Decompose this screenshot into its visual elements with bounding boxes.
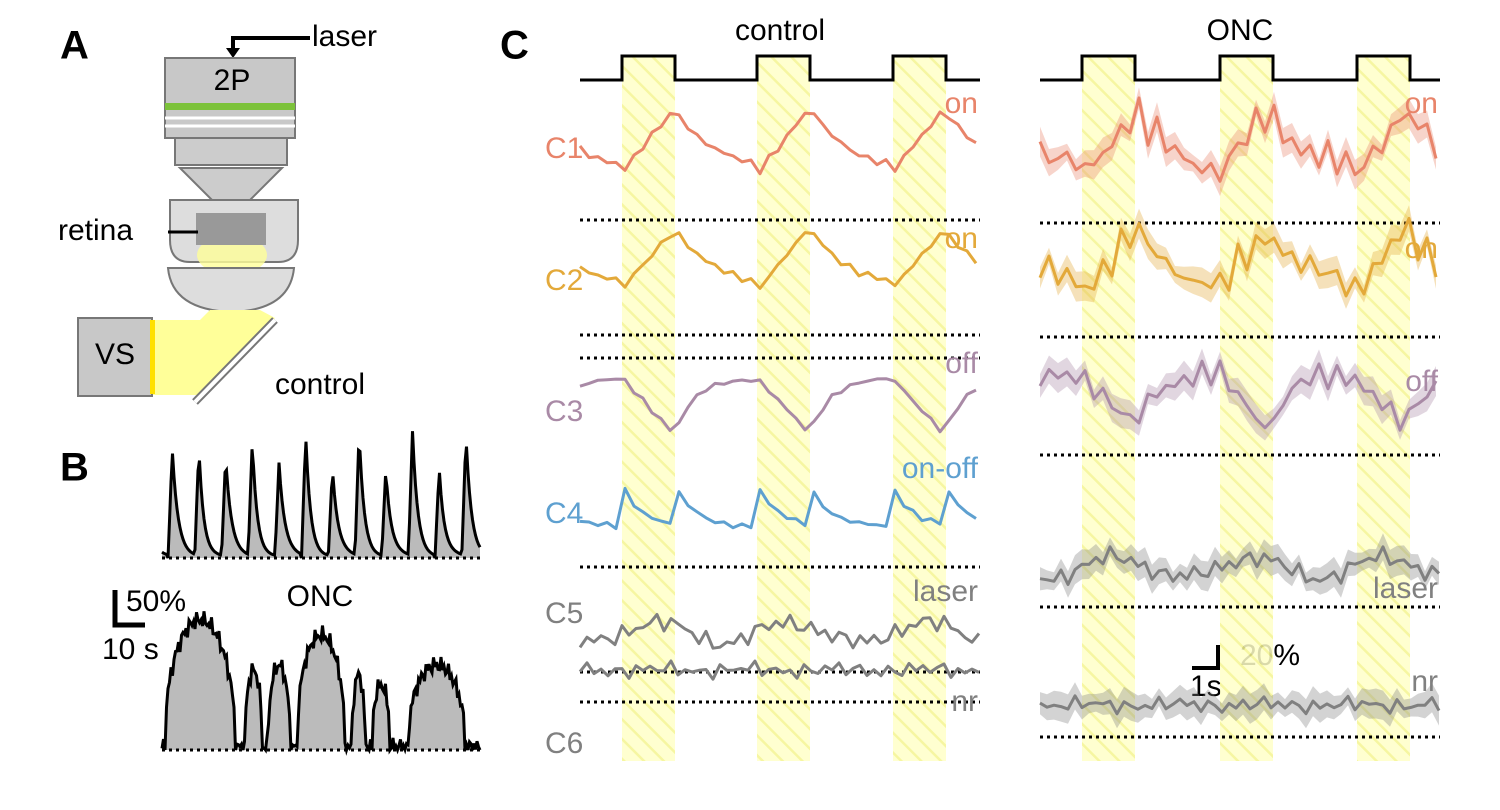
trace — [161, 431, 482, 559]
response-type: on-off — [902, 452, 979, 485]
stimulus-band — [1082, 56, 1135, 761]
trace-label: ONC — [287, 580, 354, 613]
response-trace — [579, 377, 977, 434]
scale-x: 1s — [1190, 670, 1222, 703]
trace-label: control — [275, 368, 365, 401]
cluster-label: C4 — [545, 497, 583, 530]
cluster-label: C5 — [545, 597, 583, 630]
retina-label: retina — [58, 214, 133, 247]
cluster-label: C2 — [545, 264, 583, 297]
stimulus-band — [757, 56, 810, 761]
panel-label: C — [500, 24, 529, 68]
condition-label: ONC — [1207, 14, 1274, 47]
panel-label: B — [60, 446, 89, 490]
stimulus-trace — [580, 54, 980, 82]
laser-label: laser — [312, 20, 377, 53]
stimulus-trace — [1040, 54, 1440, 82]
error-band — [1040, 205, 1436, 309]
trace — [160, 611, 482, 756]
response-type: laser — [1373, 572, 1438, 605]
response-trace — [579, 231, 978, 290]
response-trace — [579, 486, 977, 531]
response-type: on — [1405, 87, 1438, 120]
scale-x: 10 s — [102, 633, 159, 666]
response-trace — [1039, 694, 1441, 716]
response-type: on — [945, 222, 978, 255]
response-type: nr — [1411, 665, 1438, 698]
panel-a: A laser 2P retina VS — [58, 20, 377, 405]
scale-y: 50% — [126, 585, 186, 618]
condition-label: control — [735, 14, 825, 47]
cluster-label: C1 — [545, 132, 583, 165]
cluster-label: C6 — [545, 727, 583, 760]
response-trace — [1038, 96, 1438, 183]
response-type: laser — [913, 575, 978, 608]
response-trace — [578, 613, 981, 650]
objective-label: 2P — [214, 64, 251, 97]
response-type: off — [1405, 365, 1438, 398]
panel-c: C control ONC 20% 1s C1ononC2ononC3offof… — [500, 14, 1441, 761]
panel-b: B control ONC 50% 10 s — [60, 368, 482, 756]
response-trace — [1039, 545, 1441, 586]
response-type: off — [945, 347, 978, 380]
response-trace — [578, 659, 980, 681]
trace-fill — [162, 611, 480, 750]
panel-label: A — [60, 24, 89, 68]
response-trace — [1038, 359, 1438, 432]
cluster-label: C3 — [545, 395, 583, 428]
response-trace — [578, 110, 977, 176]
response-type: nr — [951, 685, 978, 718]
trace-fill — [162, 431, 480, 558]
response-type: on — [945, 87, 978, 120]
response-type: on — [1405, 232, 1438, 265]
vs-label: VS — [95, 338, 135, 371]
response-trace — [1038, 216, 1438, 298]
stimulus-band — [1220, 56, 1273, 761]
